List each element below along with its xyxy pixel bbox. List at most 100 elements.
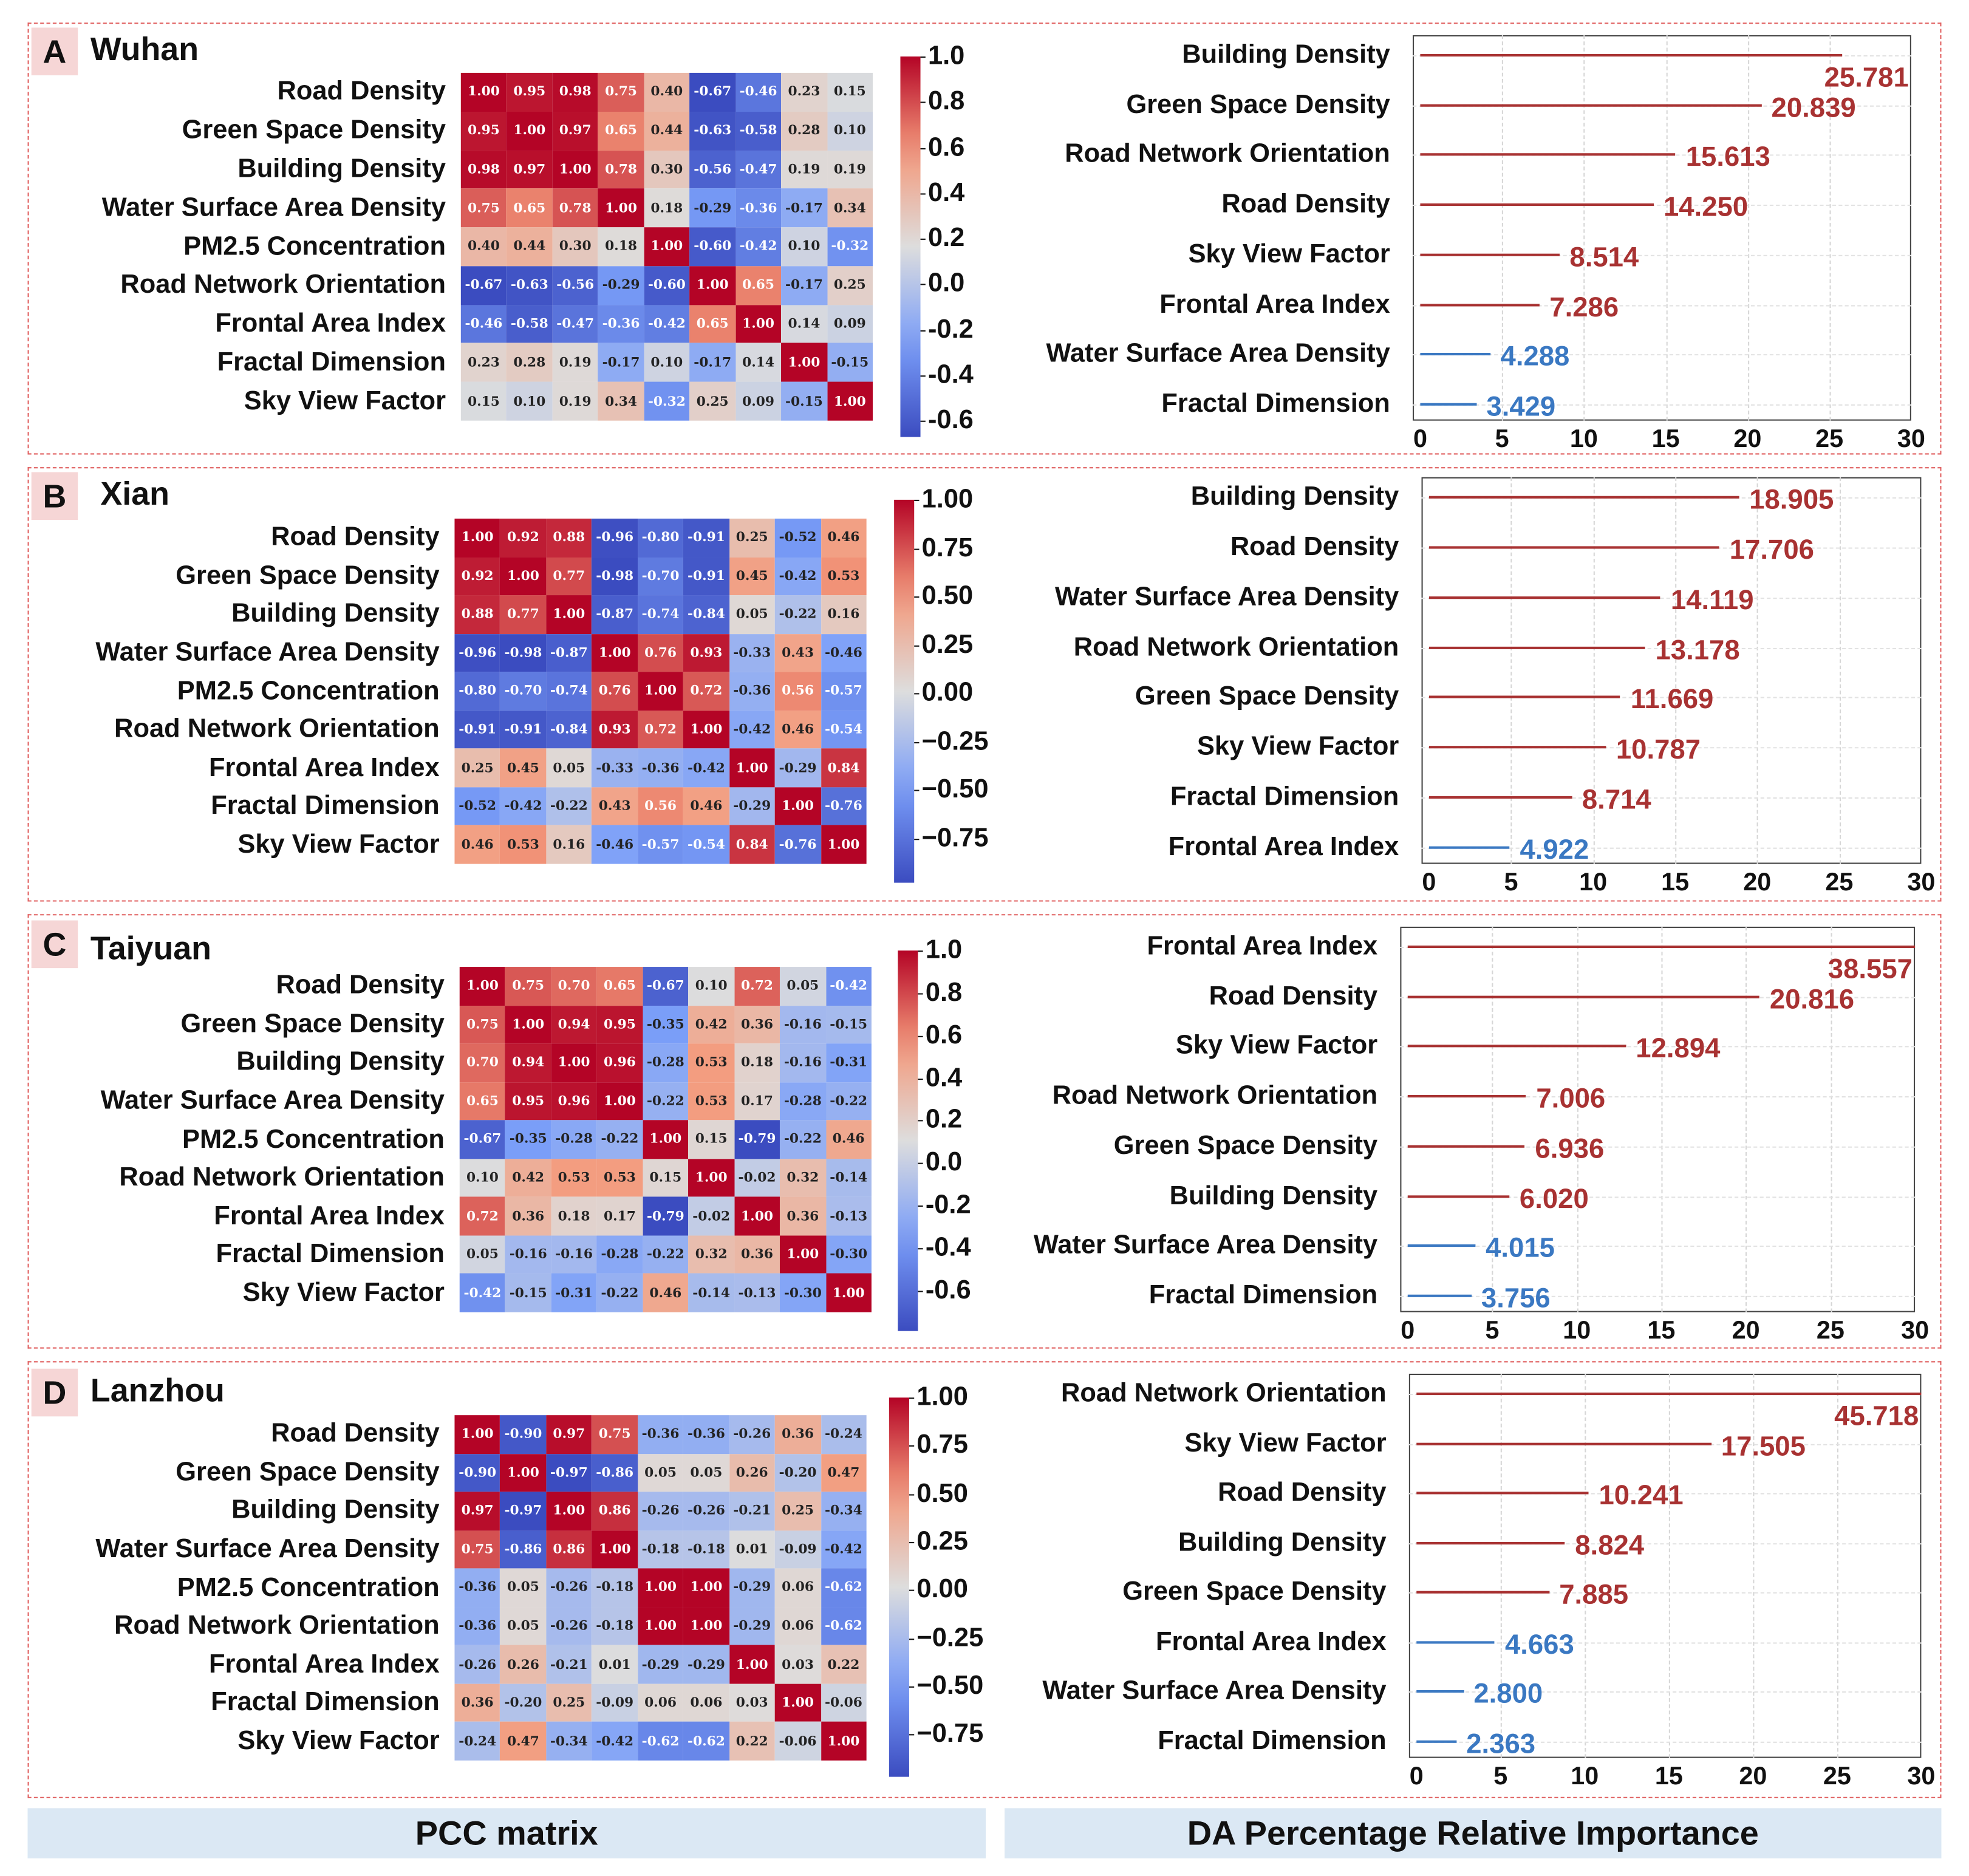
- y-gridline: [1408, 1493, 1922, 1495]
- heatmap-cell: -0.36: [683, 1415, 729, 1454]
- heatmap-cell: -0.42: [500, 787, 547, 826]
- panel-city-title: Lanzhou: [90, 1371, 225, 1409]
- heatmap-cell: 0.23: [781, 72, 827, 112]
- heatmap-cell: 0.18: [644, 188, 690, 228]
- heatmap-cell: -0.54: [821, 710, 867, 749]
- colorbar-tick-mark: [909, 1541, 915, 1544]
- heatmap-cell: -0.02: [734, 1158, 780, 1198]
- x-tick-label: 10: [1571, 1762, 1599, 1791]
- colorbar: [889, 1397, 909, 1777]
- x-gridline: [1745, 926, 1747, 1312]
- heatmap-cell: 0.01: [729, 1530, 775, 1569]
- footer-da-importance: DA Percentage Relative Importance: [1005, 1808, 1942, 1859]
- heatmap-cell: -0.36: [729, 672, 775, 711]
- heatmap-cell: 0.46: [825, 1120, 872, 1159]
- bar-category-label: Green Space Density: [1122, 1577, 1387, 1607]
- colorbar-tick-label: 0.00: [916, 1575, 968, 1604]
- heatmap-cell: -0.70: [500, 672, 547, 711]
- heatmap-cell: -0.15: [505, 1274, 551, 1312]
- colorbar-tick-mark: [920, 421, 926, 423]
- heatmap-row-label: Frontal Area Index: [209, 1649, 440, 1679]
- heatmap-cell: -0.74: [546, 672, 592, 711]
- heatmap-cell: -0.16: [780, 1005, 826, 1044]
- y-gridline: [1413, 354, 1911, 356]
- heatmap-row-label: PM2.5 Concentration: [183, 231, 446, 261]
- y-gridline: [1408, 1691, 1922, 1693]
- heatmap-cell: 0.75: [460, 188, 507, 228]
- heatmap-cell: -0.26: [546, 1568, 592, 1608]
- importance-bar: [1407, 1244, 1476, 1247]
- heatmap-cell: 0.26: [729, 1453, 775, 1492]
- footer-pcc-matrix: PCC matrix: [27, 1808, 986, 1859]
- colorbar-tick-mark: [909, 1590, 915, 1592]
- heatmap-cell: 0.93: [683, 633, 729, 672]
- heatmap-cell: 0.17: [596, 1197, 643, 1236]
- colorbar-tick-label: −0.50: [916, 1671, 984, 1700]
- colorbar-tick-mark: [920, 56, 926, 58]
- heatmap-cell: -0.46: [592, 825, 638, 864]
- colorbar-tick-mark: [920, 239, 926, 240]
- heatmap-cell: 0.43: [774, 633, 821, 672]
- bar-category-label: Sky View Factor: [1197, 732, 1399, 762]
- heatmap-cell: 0.10: [781, 227, 827, 267]
- heatmap-cell: -0.33: [729, 633, 775, 672]
- heatmap-cell: -0.90: [454, 1453, 500, 1492]
- heatmap-cell: -0.26: [683, 1492, 729, 1530]
- heatmap-cell: 0.01: [592, 1645, 638, 1684]
- heatmap-cell: 1.00: [592, 633, 638, 672]
- heatmap-cell: -0.18: [592, 1568, 638, 1608]
- bar-value-label: 8.514: [1569, 240, 1639, 273]
- y-gridline: [1400, 1196, 1916, 1198]
- heatmap-cell: 1.00: [552, 150, 598, 189]
- heatmap-cell: 0.53: [596, 1158, 643, 1198]
- heatmap-cell: -0.31: [551, 1274, 597, 1312]
- heatmap-cell: -0.86: [592, 1453, 638, 1492]
- heatmap-cell: -0.91: [683, 518, 729, 558]
- heatmap-cell: 0.53: [821, 557, 867, 596]
- heatmap-cell: -0.34: [546, 1722, 592, 1761]
- heatmap-cell: -0.36: [637, 1415, 684, 1454]
- heatmap-cell: -0.46: [735, 72, 782, 112]
- heatmap-cell: -0.22: [596, 1120, 643, 1159]
- bar-category-label: Frontal Area Index: [1168, 832, 1399, 862]
- heatmap-cell: -0.79: [734, 1120, 780, 1159]
- bar-category-label: Road Density: [1230, 532, 1399, 561]
- importance-bar: [1428, 496, 1739, 499]
- heatmap-cell: -0.21: [546, 1645, 592, 1684]
- x-tick-label: 25: [1823, 1762, 1851, 1791]
- importance-bar: [1428, 696, 1621, 699]
- bar-category-label: Water Surface Area Density: [1042, 1677, 1387, 1706]
- heatmap-cell: 0.70: [459, 1043, 506, 1082]
- heatmap-cell: -0.20: [500, 1683, 547, 1722]
- bar-category-label: Sky View Factor: [1184, 1428, 1387, 1458]
- importance-bar: [1428, 746, 1606, 749]
- heatmap-cell: 0.18: [734, 1043, 780, 1082]
- y-gridline: [1421, 597, 1922, 599]
- heatmap-row-label: Sky View Factor: [242, 1278, 445, 1307]
- heatmap-cell: -0.31: [825, 1043, 872, 1082]
- heatmap-cell: -0.58: [507, 304, 553, 344]
- panel-city-title: Xian: [100, 474, 169, 513]
- heatmap-cell: -0.62: [821, 1607, 867, 1646]
- heatmap-cell: 0.47: [821, 1453, 867, 1492]
- heatmap-cell: -0.36: [454, 1568, 500, 1608]
- heatmap-cell: 0.28: [781, 111, 827, 151]
- heatmap-cell: 0.10: [644, 343, 690, 382]
- heatmap-cell: -0.29: [598, 266, 644, 305]
- heatmap-cell: 0.97: [507, 150, 553, 189]
- heatmap-cell: -0.46: [460, 304, 507, 344]
- heatmap-cell: 1.00: [454, 1415, 500, 1454]
- colorbar-tick-mark: [920, 193, 926, 195]
- bar-category-label: Green Space Density: [1126, 90, 1390, 119]
- heatmap-cell: -0.22: [780, 1120, 826, 1159]
- heatmap-cell: 0.05: [729, 595, 775, 634]
- x-tick-label: 30: [1897, 425, 1925, 454]
- importance-bar: [1407, 1195, 1510, 1198]
- heatmap-cell: 0.95: [507, 72, 553, 112]
- x-tick-label: 0: [1413, 425, 1427, 454]
- y-gridline: [1413, 404, 1911, 406]
- heatmap-cell: -0.98: [500, 633, 547, 672]
- colorbar-tick-label: 0.4: [927, 178, 965, 207]
- y-gridline: [1421, 747, 1922, 749]
- colorbar-tick-mark: [909, 1493, 915, 1495]
